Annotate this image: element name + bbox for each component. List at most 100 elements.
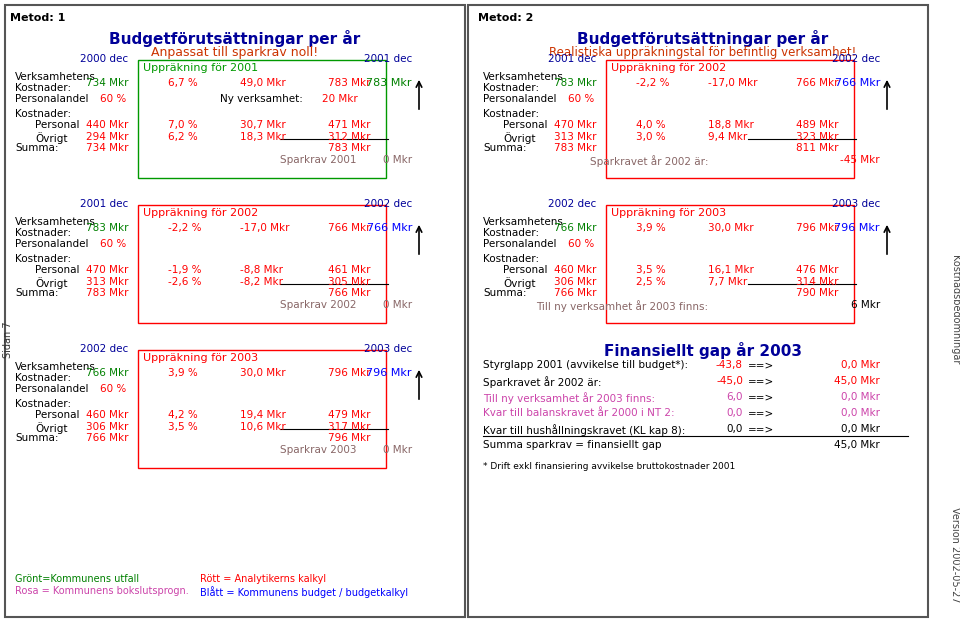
Text: Verksamhetens: Verksamhetens (15, 362, 96, 372)
Text: 3,0 %: 3,0 % (636, 132, 665, 142)
Text: 783 Mkr: 783 Mkr (554, 78, 596, 88)
Text: Till ny verksamhet år 2003 finns:: Till ny verksamhet år 2003 finns: (483, 392, 655, 404)
Text: 2002 dec: 2002 dec (548, 199, 596, 209)
Text: 0,0: 0,0 (727, 424, 743, 434)
Bar (5, 5, 465, 617)
Text: ==>: ==> (748, 424, 775, 434)
Text: 783 Mkr: 783 Mkr (367, 78, 412, 88)
Text: 460 Mkr: 460 Mkr (554, 265, 596, 275)
Text: 476 Mkr: 476 Mkr (796, 265, 838, 275)
Text: 314 Mkr: 314 Mkr (796, 277, 838, 287)
Text: Personal: Personal (35, 120, 80, 130)
Text: Summa:: Summa: (15, 143, 59, 153)
Text: Till ny verksamhet år 2003 finns:: Till ny verksamhet år 2003 finns: (536, 300, 708, 312)
Text: 796 Mkr: 796 Mkr (367, 368, 412, 378)
Text: ==>: ==> (748, 376, 775, 386)
Text: 306 Mkr: 306 Mkr (554, 277, 596, 287)
Text: Rött = Analytikerns kalkyl: Rött = Analytikerns kalkyl (200, 574, 326, 584)
Text: Version 2002-05-27: Version 2002-05-27 (950, 508, 960, 602)
Text: -8,8 Mkr: -8,8 Mkr (240, 265, 283, 275)
Text: 461 Mkr: 461 Mkr (327, 265, 370, 275)
Text: Summa:: Summa: (15, 288, 59, 298)
Text: 16,1 Mkr: 16,1 Mkr (708, 265, 754, 275)
Text: Finansiellt gap år 2003: Finansiellt gap år 2003 (604, 342, 802, 359)
Text: Sidan 7: Sidan 7 (3, 322, 13, 358)
Text: -17,0 Mkr: -17,0 Mkr (708, 78, 757, 88)
Text: Personalandel: Personalandel (15, 94, 88, 104)
Text: 45,0 Mkr: 45,0 Mkr (834, 440, 880, 450)
Text: 766 Mkr: 766 Mkr (327, 288, 370, 298)
Text: 0,0 Mkr: 0,0 Mkr (841, 392, 880, 402)
Text: -2,2 %: -2,2 % (636, 78, 669, 88)
Text: 811 Mkr: 811 Mkr (796, 143, 838, 153)
Text: Ny verksamhet:: Ny verksamhet: (220, 94, 302, 104)
Text: 2002 dec: 2002 dec (80, 344, 128, 354)
Text: 3,5 %: 3,5 % (636, 265, 665, 275)
Text: 796 Mkr: 796 Mkr (834, 223, 880, 233)
Text: Personal: Personal (35, 410, 80, 420)
Text: 7,0 %: 7,0 % (168, 120, 198, 130)
Text: Kostnader:: Kostnader: (483, 228, 540, 238)
Text: Personalandel: Personalandel (483, 94, 557, 104)
Text: 6,7 %: 6,7 % (168, 78, 198, 88)
Text: 3,9 %: 3,9 % (636, 223, 665, 233)
Text: 4,0 %: 4,0 % (636, 120, 665, 130)
Text: 796 Mkr: 796 Mkr (796, 223, 838, 233)
Text: 313 Mkr: 313 Mkr (554, 132, 596, 142)
Text: 0,0 Mkr: 0,0 Mkr (841, 360, 880, 370)
Text: 2002 dec: 2002 dec (831, 54, 880, 64)
Text: Sparkravet år 2002 är:: Sparkravet år 2002 är: (483, 376, 602, 388)
Text: 60 %: 60 % (100, 94, 127, 104)
Text: Övrigt: Övrigt (35, 132, 67, 144)
Text: * Drift exkl finansiering avvikelse bruttokostnader 2001: * Drift exkl finansiering avvikelse brut… (483, 462, 735, 471)
Text: 766 Mkr: 766 Mkr (554, 223, 596, 233)
Text: Övrigt: Övrigt (35, 422, 67, 434)
Text: ==>: ==> (748, 392, 775, 402)
Text: Verksamhetens: Verksamhetens (483, 217, 564, 227)
Text: 30,0 Mkr: 30,0 Mkr (240, 368, 286, 378)
Text: 783 Mkr: 783 Mkr (327, 143, 370, 153)
Text: 49,0 Mkr: 49,0 Mkr (240, 78, 286, 88)
Text: 471 Mkr: 471 Mkr (327, 120, 370, 130)
Text: 796 Mkr: 796 Mkr (327, 368, 370, 378)
Text: Summa:: Summa: (483, 288, 526, 298)
Text: 45,0 Mkr: 45,0 Mkr (834, 376, 880, 386)
Text: 306 Mkr: 306 Mkr (85, 422, 128, 432)
Text: Sparkrav 2003: Sparkrav 2003 (280, 445, 356, 455)
Text: Övrigt: Övrigt (35, 277, 67, 289)
Text: Grönt=Kommunens utfall: Grönt=Kommunens utfall (15, 574, 139, 584)
Text: 312 Mkr: 312 Mkr (327, 132, 370, 142)
Text: 470 Mkr: 470 Mkr (554, 120, 596, 130)
Text: Uppräkning för 2002: Uppräkning för 2002 (143, 208, 258, 218)
Text: Metod: 2: Metod: 2 (478, 13, 534, 23)
Text: 6,0: 6,0 (727, 392, 743, 402)
Text: 6,2 %: 6,2 % (168, 132, 198, 142)
Text: 294 Mkr: 294 Mkr (85, 132, 128, 142)
Text: Metod: 1: Metod: 1 (10, 13, 65, 23)
Text: -43,8: -43,8 (716, 360, 743, 370)
Text: 0 Mkr: 0 Mkr (383, 155, 412, 165)
Text: Kostnader:: Kostnader: (483, 109, 540, 119)
Text: 440 Mkr: 440 Mkr (85, 120, 128, 130)
Text: 0,0 Mkr: 0,0 Mkr (841, 408, 880, 418)
Text: 766 Mkr: 766 Mkr (554, 288, 596, 298)
Text: Personalandel: Personalandel (483, 239, 557, 249)
Text: Realistiska uppräkningstal för befintlig verksamhet!: Realistiska uppräkningstal för befintlig… (549, 46, 856, 59)
Text: Kostnader:: Kostnader: (15, 83, 71, 93)
Text: 6 Mkr: 6 Mkr (851, 300, 880, 310)
Text: 734 Mkr: 734 Mkr (85, 78, 128, 88)
Text: 0 Mkr: 0 Mkr (383, 445, 412, 455)
Text: Verksamhetens: Verksamhetens (15, 217, 96, 227)
Text: Övrigt: Övrigt (503, 132, 536, 144)
Text: Kostnader:: Kostnader: (15, 254, 71, 264)
Text: 783 Mkr: 783 Mkr (85, 223, 128, 233)
Text: Kostnader:: Kostnader: (15, 109, 71, 119)
Text: ==>: ==> (748, 408, 775, 418)
Text: Verksamhetens: Verksamhetens (15, 72, 96, 82)
Text: Personal: Personal (35, 265, 80, 275)
Text: Uppräkning för 2002: Uppräkning för 2002 (611, 63, 727, 73)
Text: 2001 dec: 2001 dec (80, 199, 128, 209)
Bar (138, 350, 386, 468)
Text: 60 %: 60 % (568, 239, 594, 249)
Text: 734 Mkr: 734 Mkr (85, 143, 128, 153)
